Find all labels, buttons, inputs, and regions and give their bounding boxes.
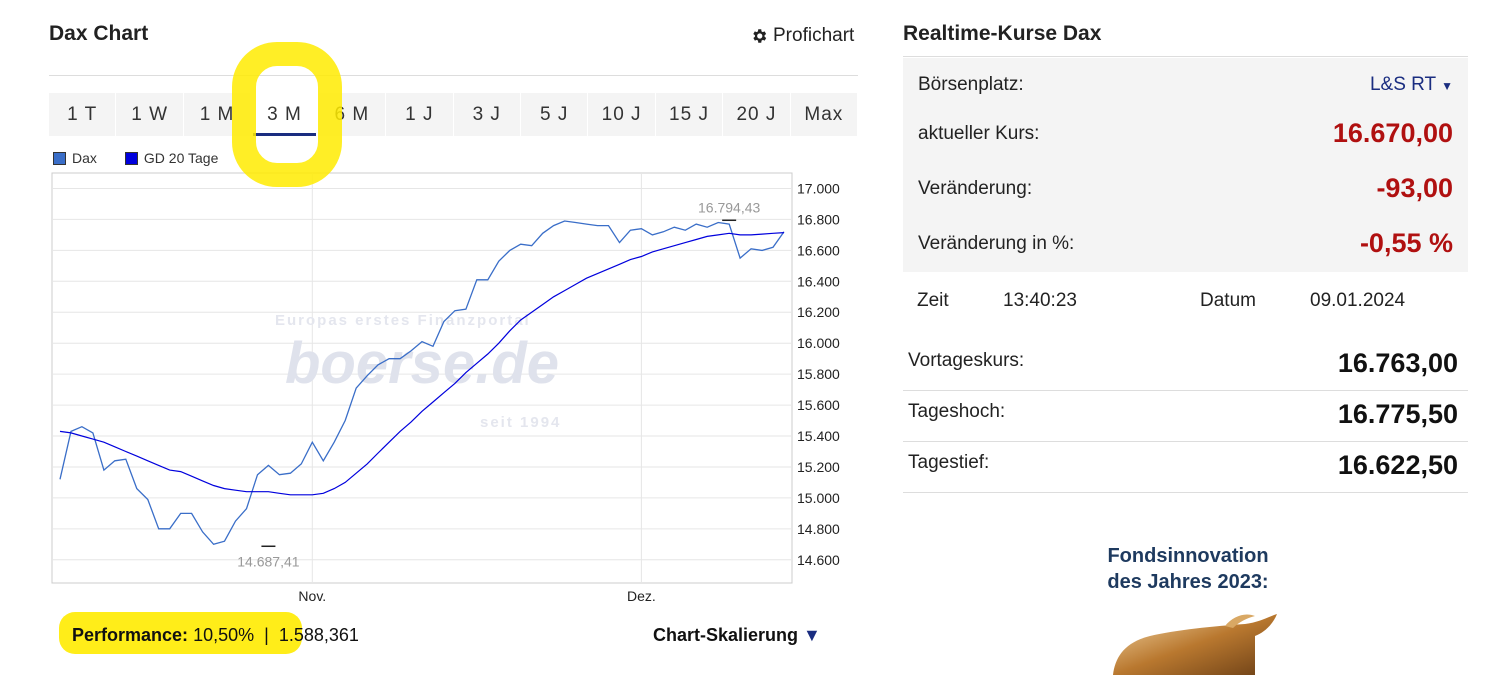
change-label: Veränderung: [918,177,1033,199]
y-tick-label: 16.400 [797,273,840,289]
period-tabs: 1 T 1 W 1 M 3 M 6 M 1 J 3 J 5 J 10 J 15 … [49,93,859,136]
stat-label: Tageshoch: [908,401,1006,422]
realtime-title: Realtime-Kurse Dax [903,22,1102,45]
tab-1j[interactable]: 1 J [386,93,454,136]
legend-item-dax: Dax [53,150,97,166]
tab-1t[interactable]: 1 T [49,93,117,136]
volume-value: 1.588,361 [278,625,359,645]
ad-line: Fondsinnovation [1107,545,1269,567]
divider [49,75,858,76]
divider [903,56,1468,57]
tab-1w[interactable]: 1 W [116,93,184,136]
performance-value: 10,50% [193,625,255,645]
time-value: 13:40:23 [1003,290,1077,311]
ad-line: des Jahres 2023: [1107,571,1269,593]
dax-chart[interactable]: 17.000 16.800 16.600 16.400 16.200 16.000 15.8… [40,165,860,610]
stat-value: 16.622,50 [1337,450,1458,480]
tab-3j[interactable]: 3 J [453,93,521,136]
boersenplatz-label: Börsenplatz: [918,74,1024,95]
watermark-since: seit 1994 [480,414,561,431]
y-tick-label: 15.800 [797,366,840,382]
chart-scaling-label: Chart-Skalierung [653,625,799,645]
y-tick-label: 14.600 [797,552,840,568]
time-label: Zeit [917,290,949,311]
change-pct-value: -0,55 % [1359,228,1453,258]
performance-label: Performance: [72,625,189,645]
caret-down-icon: ▼ [1441,79,1453,93]
y-tick-label: 15.000 [797,490,840,506]
change-pct-row: Veränderung in %: -0,55 % [918,228,1453,259]
legend-swatch [53,151,66,165]
y-tick-label: 16.800 [797,211,840,227]
chart-legend: Dax GD 20 Tage [53,150,218,166]
y-tick-label: 15.400 [797,428,840,444]
realtime-quote-box: Börsenplatz: L&S RT ▼ aktueller Kurs: 16… [903,58,1468,272]
tab-10j[interactable]: 10 J [588,93,656,136]
y-tick-label: 16.600 [797,242,840,258]
tab-20j[interactable]: 20 J [723,93,791,136]
min-label: 14.687,41 [237,553,299,569]
x-tick-label: Dez. [627,588,656,604]
boersenplatz-row: Börsenplatz: L&S RT ▼ [918,74,1453,96]
highlight-marker [59,612,302,654]
watermark-logo: boerse.de [285,331,559,396]
date-value: 09.01.2024 [1310,290,1406,311]
y-tick-label: 16.200 [797,304,840,320]
ad-banner-text[interactable]: Fondsinnovation des Jahres 2023: [1083,543,1293,595]
stat-row: Tagestief: 16.622,50 [903,442,1468,493]
date-label: Datum [1200,290,1256,311]
gd20-series-line [59,232,785,496]
y-tick-label: 17.000 [797,180,840,196]
chart-scaling-dropdown[interactable]: Chart-Skalierung ▼ [653,625,821,646]
x-tick-label: Nov. [298,588,326,604]
stat-row: Tageshoch: 16.775,50 [903,391,1468,442]
tab-5j[interactable]: 5 J [520,93,589,136]
kurs-row: aktueller Kurs: 16.670,00 [918,118,1453,149]
change-row: Veränderung: -93,00 [918,173,1453,204]
tab-max[interactable]: Max [790,93,859,136]
stat-label: Tagestief: [908,452,990,473]
dax-series-line [59,220,785,546]
gear-icon [753,29,767,43]
performance-summary: Performance: 10,50% | 1.588,361 [72,625,359,646]
kurs-label: aktueller Kurs: [918,122,1040,144]
chevron-down-icon: ▼ [803,625,821,645]
y-tick-label: 16.000 [797,335,840,351]
highlight-marker [232,42,342,187]
exchange-select[interactable]: L&S RT ▼ [1370,74,1453,96]
stat-value: 16.775,50 [1337,399,1458,429]
legend-label: GD 20 Tage [143,150,219,166]
bull-trophy-icon [1113,614,1277,675]
legend-item-gd20: GD 20 Tage [124,150,219,166]
proficart-link[interactable]: Profichart [750,25,854,47]
exchange-value: L&S RT [1369,74,1436,95]
stat-label: Vortageskurs: [908,350,1025,371]
proficart-label: Profichart [773,25,855,46]
page-title: Dax Chart [49,22,149,45]
legend-swatch [124,151,138,165]
y-tick-label: 15.200 [797,459,840,475]
tab-3m[interactable]: 3 M [251,93,319,136]
y-tick-label: 14.800 [797,521,840,537]
change-pct-label: Veränderung in %: [918,232,1075,254]
max-label: 16.794,43 [698,199,760,215]
kurs-value: 16.670,00 [1332,118,1453,148]
stat-row: Vortageskurs: 16.763,00 [903,340,1468,391]
stat-value: 16.763,00 [1337,348,1458,378]
change-value: -93,00 [1376,173,1453,203]
tab-15j[interactable]: 15 J [655,93,724,136]
y-tick-label: 15.600 [797,397,840,413]
watermark-tagline: Europas erstes Finanzportal [275,312,531,329]
legend-label: Dax [72,150,97,166]
separator: | [264,625,269,645]
plot-area [51,172,793,584]
